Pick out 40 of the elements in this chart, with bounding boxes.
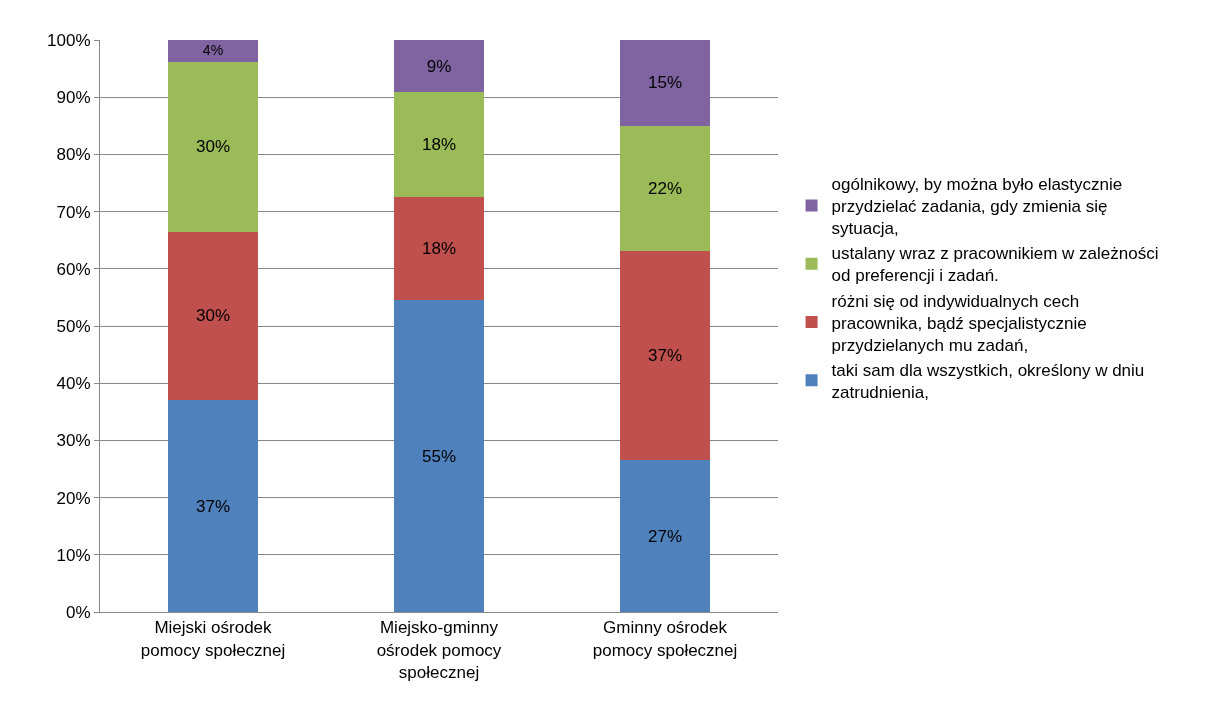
y-tick-label: 30% (56, 431, 91, 451)
y-tick-label: 60% (56, 259, 91, 279)
y-tick-label: 40% (56, 374, 91, 394)
data-label: 27% (647, 526, 683, 546)
data-label: 37% (647, 345, 683, 365)
bar (393, 40, 485, 93)
y-tick-label: 0% (66, 602, 91, 622)
bar (619, 460, 711, 612)
y-tick-label: 80% (56, 145, 91, 165)
bar (167, 231, 259, 401)
x-tick-label: Miejski ośrodek pomocy społecznej (140, 618, 286, 660)
legend-label: ustalany wraz z pracownikiem w zależności od preferencji i zadań. (831, 244, 1159, 286)
bar (393, 196, 485, 301)
y-tick-label: 50% (56, 316, 91, 336)
bar (619, 40, 711, 126)
data-label: 30% (195, 137, 231, 157)
bar (393, 92, 485, 197)
data-label: 15% (647, 73, 683, 93)
x-tick-label: Miejsko-gminny ośrodek pomocy społecznej (376, 618, 502, 682)
data-label: 55% (421, 446, 457, 466)
x-tick-label: Gminny ośrodek pomocy społecznej (592, 618, 738, 660)
data-label: 22% (647, 178, 683, 198)
y-tick-label: 70% (56, 202, 91, 222)
data-label: 9% (426, 56, 452, 76)
data-label: 18% (421, 238, 457, 258)
bar (167, 61, 259, 232)
y-tick-label: 90% (56, 88, 91, 108)
bar (167, 40, 259, 62)
data-label: 37% (195, 496, 231, 516)
data-label: 4% (202, 42, 224, 59)
data-label: 18% (421, 134, 457, 154)
y-tick-label: 20% (56, 488, 91, 508)
data-label: 30% (195, 306, 231, 326)
y-tick-label: 100% (47, 30, 91, 50)
bar (393, 300, 485, 612)
legend-label: taki sam dla wszystkich, określony w dniu zatrudnienia, (831, 360, 1145, 402)
bar (619, 125, 711, 251)
bar (619, 250, 711, 461)
bar (167, 400, 259, 612)
y-tick-label: 10% (56, 545, 91, 565)
